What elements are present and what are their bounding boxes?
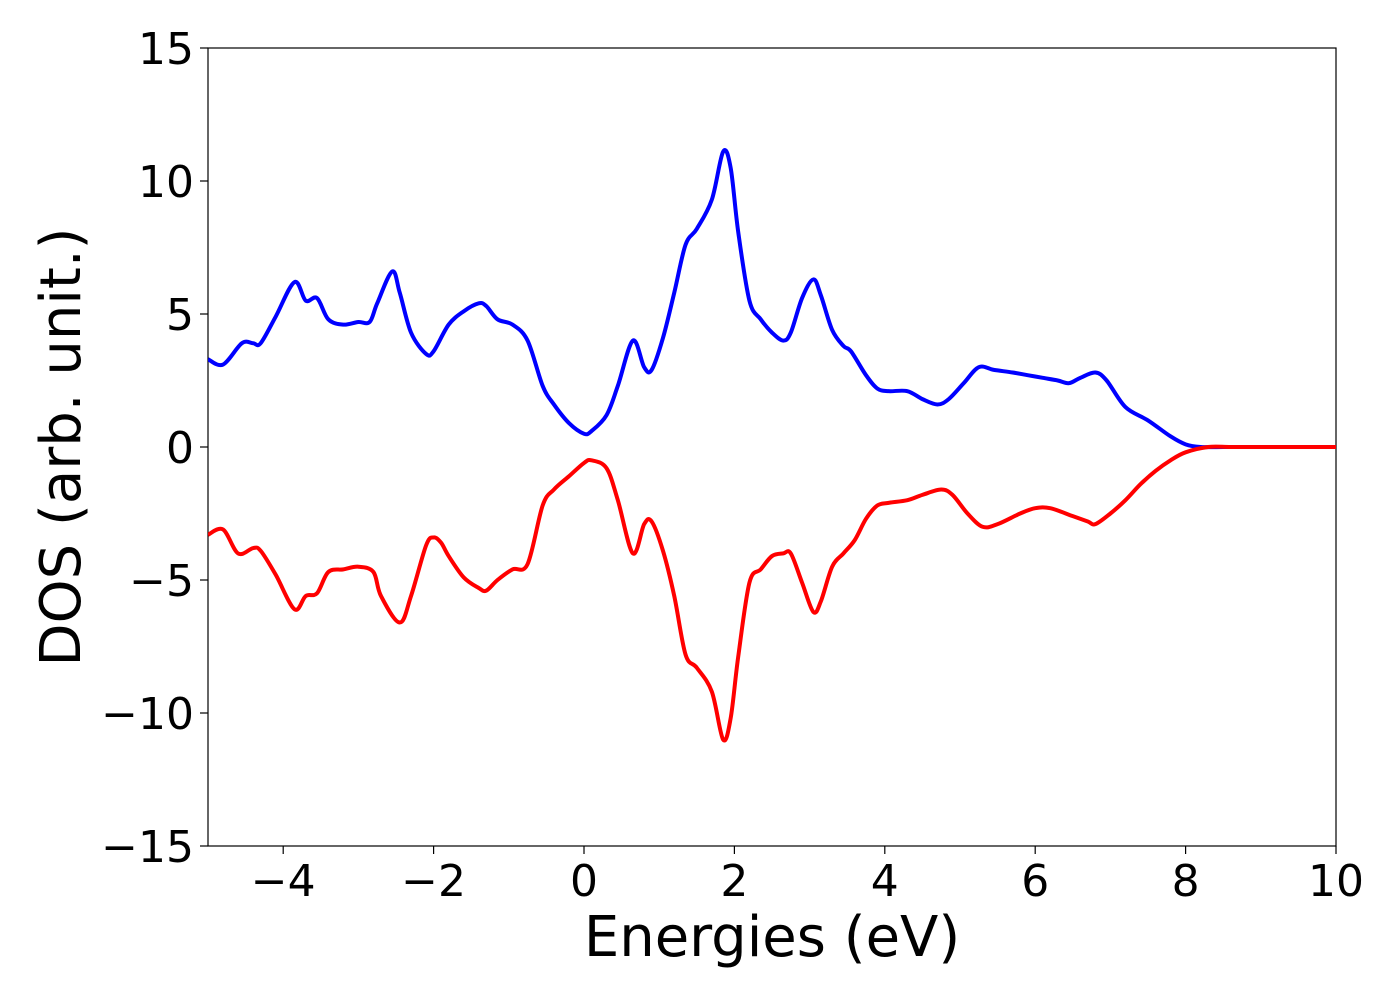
x-tick-label: 0 [570, 856, 598, 907]
y-tick-label: −10 [101, 689, 194, 740]
y-tick-label: −15 [101, 822, 194, 873]
x-axis-ticks: −4 −2 0 2 4 6 8 10 [251, 846, 1364, 907]
x-tick-label: −4 [251, 856, 316, 907]
x-axis-label: Energies (eV) [584, 905, 960, 970]
plot-frame [207, 47, 1337, 847]
y-axis-label: DOS (arb. unit.) [29, 227, 94, 666]
x-tick-label: −2 [401, 856, 466, 907]
y-tick-label: 0 [166, 423, 194, 474]
x-tick-label: 8 [1172, 856, 1200, 907]
y-axis-ticks: −15 −10 −5 0 5 10 15 [101, 24, 208, 873]
series-group [208, 148, 1336, 743]
x-tick-label: 2 [720, 856, 748, 907]
x-tick-label: 10 [1308, 856, 1364, 907]
dos-series-negative-line [208, 444, 1336, 743]
plot-area [207, 47, 1337, 847]
x-tick-label: 4 [871, 856, 899, 907]
y-tick-label: 15 [138, 24, 194, 75]
x-tick-label: 6 [1021, 856, 1049, 907]
y-tick-label: −5 [129, 556, 194, 607]
y-tick-label: 10 [138, 157, 194, 208]
dos-series-positive-line [208, 148, 1336, 450]
y-tick-label: 5 [166, 290, 194, 341]
